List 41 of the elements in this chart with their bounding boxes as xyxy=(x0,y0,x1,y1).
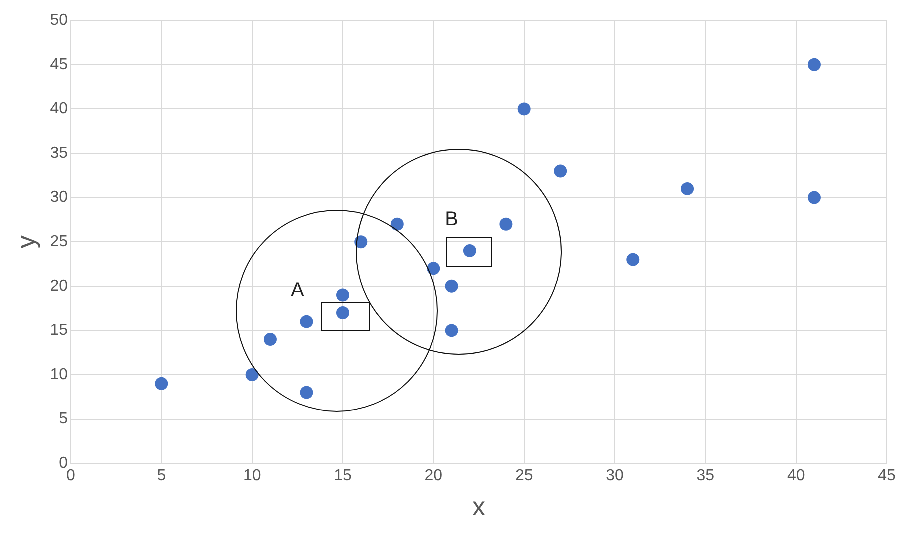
y-tick-label: 5 xyxy=(59,410,68,428)
point xyxy=(518,102,531,116)
point xyxy=(336,288,350,302)
y-axis-title: y xyxy=(10,236,41,249)
y-tick-label: 25 xyxy=(50,234,68,251)
x-axis-title: x xyxy=(472,492,486,522)
point xyxy=(681,182,694,196)
x-tick-label: 20 xyxy=(424,468,443,485)
y-tick-label: 0 xyxy=(59,455,68,472)
x-tick-label: 40 xyxy=(787,468,806,485)
point xyxy=(427,262,440,276)
point xyxy=(390,218,404,231)
point xyxy=(246,368,259,382)
annotation: B xyxy=(445,208,458,230)
point xyxy=(300,315,314,328)
x-tick-label: 5 xyxy=(157,468,166,485)
y-tick-label: 35 xyxy=(50,144,68,162)
point xyxy=(554,164,568,178)
y-tick-label: 10 xyxy=(50,366,68,384)
point xyxy=(300,386,314,400)
y-tick-label: 40 xyxy=(50,100,68,118)
point xyxy=(445,280,458,293)
x-tick-label: 35 xyxy=(696,468,715,485)
x-tick-label: 15 xyxy=(334,468,352,485)
annotation: A xyxy=(290,279,305,302)
y-tick-label: 30 xyxy=(50,189,68,206)
y-tick-label: 15 xyxy=(50,322,68,340)
y-tick-label: 50 xyxy=(50,12,68,30)
point xyxy=(626,253,640,266)
point xyxy=(808,191,821,204)
y-tick-label: 45 xyxy=(50,56,68,74)
x-tick-label: 10 xyxy=(243,468,262,485)
x-tick-label: 30 xyxy=(606,468,624,485)
x-tick-label: 45 xyxy=(878,468,896,485)
point xyxy=(445,324,458,338)
y-tick-label: 20 xyxy=(50,278,68,295)
point xyxy=(808,58,821,72)
x-tick-label: 25 xyxy=(515,468,534,485)
point xyxy=(500,218,513,231)
point xyxy=(155,377,168,390)
point xyxy=(264,333,277,346)
